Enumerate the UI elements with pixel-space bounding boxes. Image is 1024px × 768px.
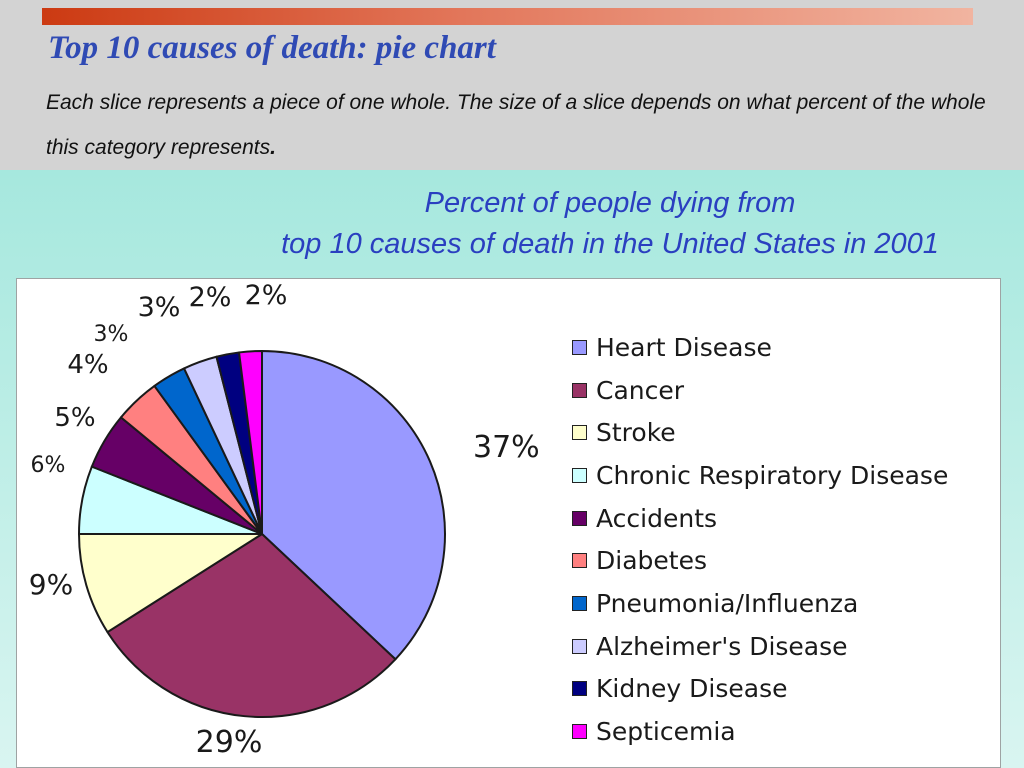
legend-swatch bbox=[572, 638, 587, 654]
chart-title-line-2: top 10 causes of death in the United Sta… bbox=[281, 228, 939, 260]
slide-title: Top 10 causes of death: pie chart bbox=[48, 30, 496, 66]
data-label-chronic-respiratory-disease: 6% bbox=[31, 453, 66, 478]
legend-swatch bbox=[572, 425, 587, 441]
legend-label: Diabetes bbox=[596, 546, 707, 576]
data-label-septicemia: 2% bbox=[245, 280, 288, 311]
legend-item-accidents: Accidents bbox=[572, 497, 948, 540]
data-label-accidents: 5% bbox=[54, 403, 95, 433]
legend-label: Pneumonia/Influenza bbox=[596, 588, 859, 618]
legend-item-cancer: Cancer bbox=[572, 369, 948, 412]
legend-swatch bbox=[572, 724, 587, 740]
legend-item-heart-disease: Heart Disease bbox=[572, 326, 948, 369]
legend-label: Heart Disease bbox=[596, 332, 772, 362]
legend-swatch bbox=[572, 681, 587, 697]
pie-slice-stroke bbox=[78, 533, 263, 634]
data-label-cancer: 29% bbox=[196, 725, 263, 760]
legend-swatch bbox=[572, 382, 587, 398]
chart-title-line-1: Percent of people dying from bbox=[424, 187, 796, 219]
pie-slice-cancer bbox=[106, 533, 397, 718]
slide-header bbox=[0, 0, 1024, 170]
data-label-heart-disease: 37% bbox=[473, 430, 540, 465]
legend-label: Chronic Respiratory Disease bbox=[596, 460, 949, 490]
chart-legend: Heart Disease Cancer Stroke Chronic Respira… bbox=[572, 326, 948, 753]
legend-label: Alzheimer's Disease bbox=[596, 631, 848, 661]
legend-item-stroke: Stroke bbox=[572, 411, 948, 454]
slide-description: Each slice represents a piece of one who… bbox=[46, 80, 986, 170]
legend-item-pneumonia-influenza: Pneumonia/Influenza bbox=[572, 582, 948, 625]
legend-swatch bbox=[572, 553, 587, 569]
chart-title: Percent of people dying from top 10 caus… bbox=[200, 183, 1020, 265]
data-label-diabetes: 4% bbox=[67, 350, 108, 380]
accent-bar bbox=[42, 8, 973, 25]
slide-description-period: . bbox=[270, 136, 276, 159]
data-label-pneumonia-influenza: 3% bbox=[94, 322, 129, 347]
legend-swatch bbox=[572, 510, 587, 526]
pie-slice-septicemia bbox=[238, 349, 263, 535]
legend-item-septicemia: Septicemia bbox=[572, 710, 948, 753]
legend-label: Cancer bbox=[596, 375, 685, 405]
legend-swatch bbox=[572, 339, 587, 355]
legend-label: Kidney Disease bbox=[596, 674, 788, 704]
legend-item-chronic-respiratory-disease: Chronic Respiratory Disease bbox=[572, 454, 948, 497]
data-label-stroke: 9% bbox=[29, 568, 73, 601]
data-label-kidney-disease: 2% bbox=[189, 282, 232, 313]
legend-swatch bbox=[572, 595, 587, 611]
legend-swatch bbox=[572, 467, 587, 483]
pie-slice-heart-disease bbox=[261, 350, 446, 661]
legend-item-kidney-disease: Kidney Disease bbox=[572, 668, 948, 711]
data-label-alzheimer-s-disease: 3% bbox=[138, 292, 181, 323]
pie-chart: 37% 29% 9% 6% 5% 4% 3% 3% 2% 2% bbox=[29, 280, 540, 760]
legend-item-diabetes: Diabetes bbox=[572, 539, 948, 582]
legend-label: Septicemia bbox=[596, 717, 736, 747]
slide-description-text: Each slice represents a piece of one who… bbox=[46, 91, 986, 159]
legend-item-alzheimer-s-disease: Alzheimer's Disease bbox=[572, 625, 948, 668]
legend-label: Stroke bbox=[596, 418, 676, 448]
legend-label: Accidents bbox=[596, 503, 718, 533]
